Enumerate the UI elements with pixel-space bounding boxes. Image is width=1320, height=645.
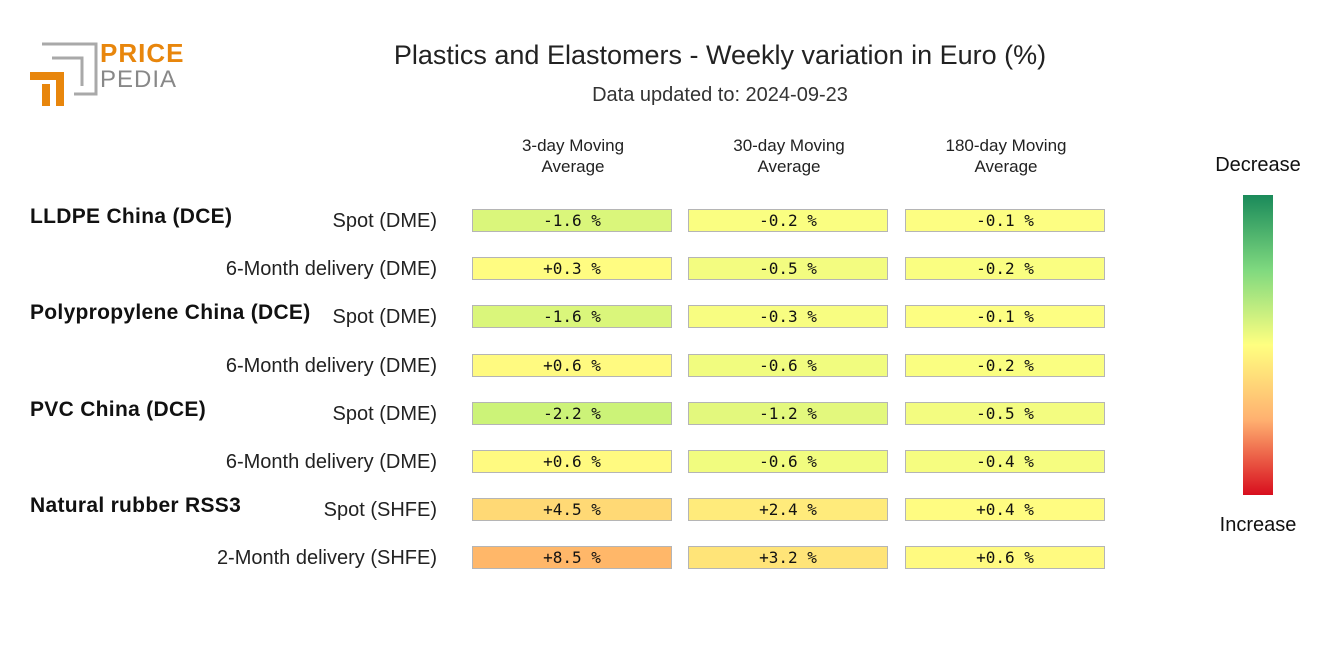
group-label: PVC China (DCE) — [30, 397, 207, 421]
heatmap-cell: -0.5 % — [688, 257, 888, 281]
heatmap-cell: -0.6 % — [688, 450, 888, 473]
heatmap-cell: -0.4 % — [905, 450, 1105, 473]
heatmap-cell: -0.1 % — [905, 305, 1105, 329]
heatmap-cell: -1.2 % — [688, 401, 888, 425]
heatmap-cell: +0.6 % — [472, 353, 672, 377]
logo-mark-icon — [30, 42, 98, 106]
heatmap-cell: -0.1 % — [905, 209, 1105, 232]
row-label: Spot (DME) — [332, 306, 437, 329]
heatmap-cell: -0.6 % — [688, 353, 888, 377]
heatmap-cell: -0.2 % — [688, 209, 888, 232]
column-header-1: 30-day Moving Average — [688, 135, 890, 177]
row-label: Spot (DME) — [332, 210, 437, 232]
chart-subtitle: Data updated to: 2024-09-23 — [592, 84, 848, 106]
group-label: Polypropylene China (DCE) — [30, 301, 311, 325]
heatmap-cell: +0.3 % — [472, 257, 672, 281]
row-label: 2-Month delivery (SHFE) — [216, 547, 437, 570]
heatmap-cell: +2.4 % — [688, 498, 888, 522]
heatmap-cell: -0.3 % — [688, 305, 888, 329]
column-header-line: Average — [541, 157, 605, 176]
column-header-line: Average — [974, 157, 1038, 176]
row-label: Spot (DME) — [332, 402, 437, 425]
heatmap-cell: -0.2 % — [905, 353, 1105, 377]
chart-title: Plastics and Elastomers - Weekly variati… — [393, 40, 1047, 70]
heatmap-cell: -0.2 % — [905, 257, 1105, 281]
column-header-line: Average — [757, 157, 821, 176]
heatmap-cell: +4.5 % — [472, 498, 672, 522]
legend-increase-label: Increase — [1219, 514, 1297, 536]
row-label: 6-Month delivery (DME) — [225, 354, 437, 377]
logo-text-price: PRICE — [100, 38, 185, 68]
group-label: Natural rubber RSS3 — [30, 494, 242, 518]
row-label: Spot (SHFE) — [323, 499, 437, 522]
group-label: LLDPE China (DCE) — [30, 205, 233, 228]
heatmap-cell: +0.4 % — [905, 498, 1105, 522]
column-header-0: 3-day Moving Average — [472, 135, 674, 177]
heatmap-cell: +3.2 % — [688, 546, 888, 570]
heatmap-cell: +8.5 % — [472, 546, 672, 570]
row-label: 6-Month delivery (DME) — [225, 258, 437, 281]
column-header-line: 180-day Moving — [945, 136, 1067, 155]
legend-decrease-label: Decrease — [1215, 154, 1301, 176]
color-scale-bar — [1243, 195, 1273, 495]
heatmap-cell: +0.6 % — [472, 450, 672, 473]
heatmap-cell: -2.2 % — [472, 401, 672, 425]
row-label: 6-Month delivery (DME) — [225, 451, 437, 473]
heatmap-cell: -0.5 % — [905, 401, 1105, 425]
heatmap-cell: -1.6 % — [472, 305, 672, 329]
column-header-line: 3-day Moving — [521, 136, 625, 155]
heatmap-cell: +0.6 % — [905, 546, 1105, 570]
heatmap-cell: -1.6 % — [472, 209, 672, 232]
column-header-line: 30-day Moving — [733, 136, 845, 155]
column-header-2: 180-day Moving Average — [905, 135, 1107, 177]
logo-text-pedia: PEDIA — [100, 66, 178, 93]
pricepedia-logo: PRICE PEDIA — [28, 36, 188, 112]
